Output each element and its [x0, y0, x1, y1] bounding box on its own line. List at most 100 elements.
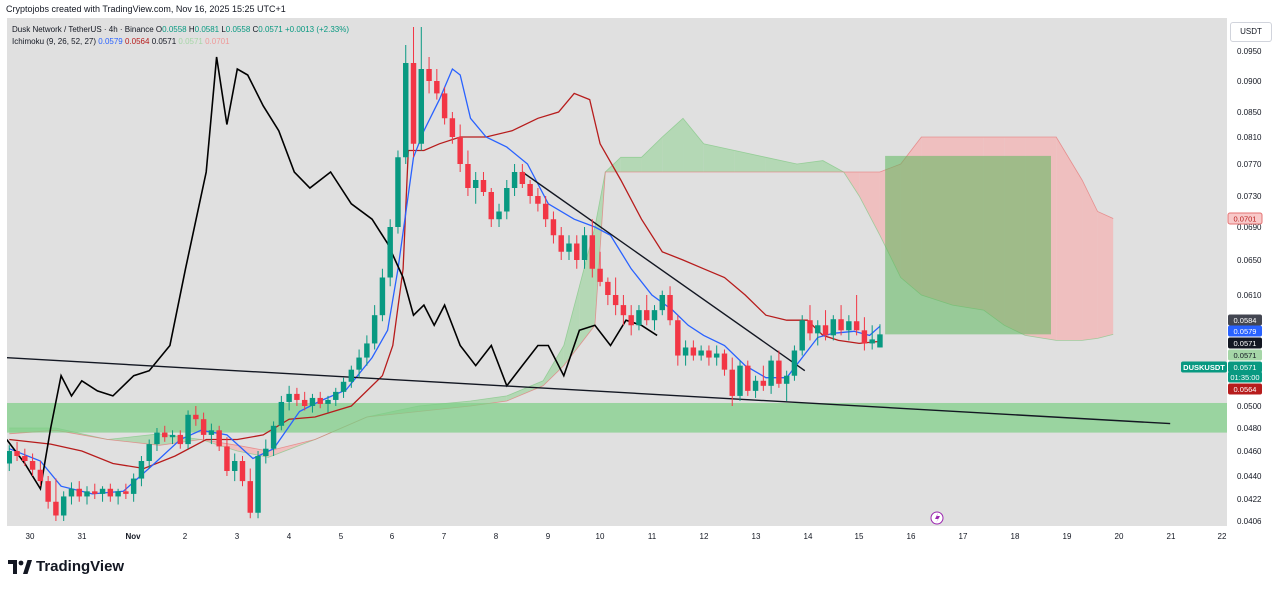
- candle: [309, 393, 316, 413]
- lagging-value: 0.0571: [151, 37, 177, 46]
- candle: [721, 349, 728, 376]
- candle-body: [371, 315, 378, 344]
- candle-body: [589, 235, 596, 269]
- candle-body: [558, 235, 564, 252]
- candle: [53, 478, 59, 521]
- axis-tag-tenkan: 0.0579: [1228, 325, 1262, 337]
- candle: [146, 439, 152, 469]
- candle-body: [496, 211, 502, 220]
- axis-tag-text: 0.0579: [1234, 327, 1257, 336]
- candle: [527, 180, 533, 204]
- x-tick-label: 6: [390, 532, 395, 541]
- currency-button[interactable]: USDT: [1230, 22, 1272, 42]
- axis-tag-bg: [1228, 383, 1262, 395]
- cloud-segment: [1056, 137, 1083, 341]
- x-tick-label: 15: [855, 532, 864, 541]
- axis-tag-span_a: 0.0571: [1228, 349, 1262, 361]
- y-tick-label: 0.0810: [1237, 133, 1262, 142]
- axis-tag-text: DUSKUSDT: [1183, 363, 1225, 372]
- candle-body: [504, 188, 510, 212]
- candle-body: [488, 192, 494, 220]
- candle: [418, 27, 425, 151]
- axis-tag-symbol: DUSKUSDT: [1181, 361, 1227, 373]
- cloud-segment: [859, 172, 880, 236]
- candle: [294, 387, 300, 406]
- candle: [457, 124, 463, 172]
- candle: [519, 164, 526, 188]
- candle: [317, 391, 323, 409]
- candle-body: [675, 320, 681, 356]
- candle-body: [239, 461, 246, 482]
- candle-body: [68, 488, 75, 497]
- candle: [791, 345, 798, 381]
- candle: [115, 488, 121, 505]
- candle-body: [636, 310, 642, 326]
- candle-body: [651, 310, 658, 321]
- tradingview-logo[interactable]: TradingView: [8, 558, 124, 575]
- long-position-target-zone: [885, 155, 1051, 335]
- candle: [605, 277, 611, 306]
- candle: [286, 385, 292, 411]
- cloud-segment: [543, 345, 564, 386]
- x-tick-label: 16: [907, 532, 916, 541]
- candle-body: [511, 172, 518, 188]
- candle: [434, 69, 440, 100]
- candle: [768, 355, 774, 394]
- axis-tag-bg: [1228, 325, 1262, 337]
- legend-symbol-row: Dusk Network / TetherUS · 4h · Binance O…: [12, 24, 349, 36]
- candle-body: [807, 320, 813, 334]
- candle-body: [53, 501, 59, 516]
- candle: [325, 395, 331, 413]
- cloud-segment: [107, 433, 160, 446]
- candle-body: [846, 321, 852, 331]
- candle-body: [294, 393, 300, 400]
- candle-body: [99, 488, 106, 494]
- candle-body: [418, 69, 425, 144]
- candle: [504, 180, 510, 220]
- candle-body: [317, 397, 323, 404]
- trendline-descending-support: [7, 357, 1171, 425]
- event-marker-bolt: [935, 513, 940, 523]
- candle-body: [162, 432, 168, 438]
- candle: [99, 486, 106, 502]
- axis-tag-countdown: 01:35:00: [1228, 371, 1262, 383]
- candle: [84, 486, 90, 505]
- axis-tag-bg: [1228, 371, 1262, 383]
- y-tick-label: 0.0460: [1237, 447, 1262, 456]
- span-a-value: 0.0571: [178, 37, 203, 46]
- close-value: 0.0571: [258, 25, 283, 34]
- candle-body: [270, 425, 277, 449]
- candle: [869, 325, 875, 350]
- legend-indicator-row[interactable]: Ichimoku (9, 26, 52, 27) 0.0579 0.0564 0…: [12, 36, 349, 48]
- x-tick-label: 5: [339, 532, 344, 541]
- candle-body: [37, 469, 44, 482]
- y-tick-label: 0.0690: [1237, 223, 1262, 232]
- cloud-segment: [662, 118, 684, 172]
- y-tick-label: 0.0770: [1237, 160, 1262, 169]
- candle: [698, 345, 704, 361]
- candle-body: [659, 295, 665, 311]
- candle-body: [29, 461, 36, 470]
- candle: [138, 456, 145, 487]
- candle: [426, 57, 432, 94]
- candle: [263, 439, 269, 464]
- candle: [713, 345, 720, 366]
- candle: [574, 235, 580, 269]
- change-value: +0.0013 (+2.33%): [284, 25, 350, 34]
- candle-body: [667, 295, 673, 321]
- candle: [628, 305, 634, 336]
- tenkan-value: 0.0579: [98, 37, 123, 46]
- price-axis: 0.0950 0.0900 0.0850 0.0810 0.0770 0.0730 0.06…: [1237, 47, 1262, 526]
- candle-body: [387, 227, 393, 278]
- y-tick-label: 0.0610: [1237, 291, 1262, 300]
- indicator-name: Ichimoku (9, 26, 52, 27): [12, 37, 97, 46]
- x-tick-label: 8: [494, 532, 499, 541]
- axis-tag-text: 0.0571: [1234, 351, 1257, 360]
- x-tick-label: 14: [804, 532, 813, 541]
- x-tick-label: 2: [183, 532, 188, 541]
- candle-body: [231, 461, 238, 471]
- x-tick-label: 20: [1115, 532, 1124, 541]
- candle: [783, 370, 790, 401]
- candle: [185, 410, 191, 449]
- x-tick-label: 17: [959, 532, 968, 541]
